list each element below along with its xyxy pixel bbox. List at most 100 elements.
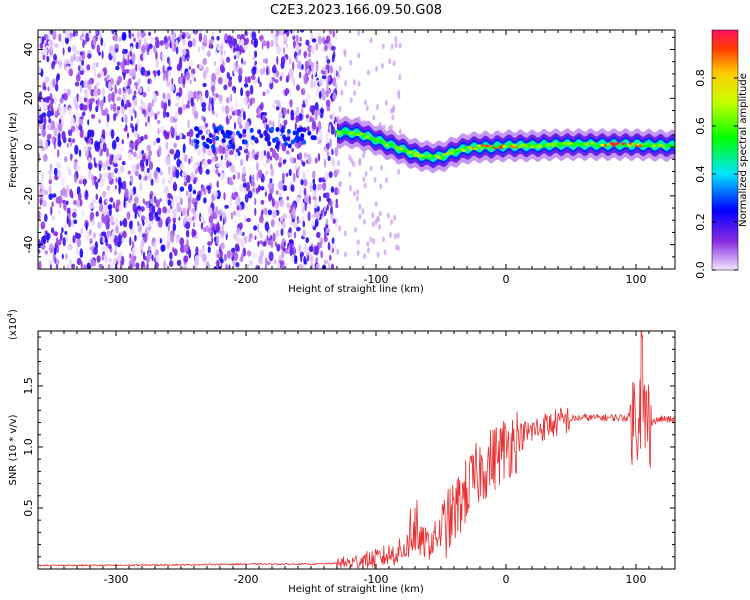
noise-cell [283,37,287,42]
noise-cell [232,38,238,47]
noise-cell [275,30,280,37]
noise-cell [319,108,325,114]
noise-cell [302,100,305,108]
noise-cell [286,75,289,82]
noise-cell [102,190,107,198]
noise-cell [99,142,103,150]
noise-cell [295,55,298,63]
noise-cell [38,210,41,221]
noise-cell [289,67,294,78]
ridge-cell [512,143,517,147]
ridge-cell [412,154,418,158]
noise-cell [325,64,330,70]
noise-cell [65,253,68,260]
noise-cell [76,246,79,255]
noise-cell [313,79,316,89]
noise-cell [91,114,96,119]
noise-cell [337,72,341,79]
noise-cell [187,200,192,211]
noise-cell [318,78,323,87]
noise-cell [213,60,216,67]
y-tick-label: 0 [22,144,35,151]
noise-cell [330,263,334,269]
noise-cell [121,139,125,145]
noise-cell [348,185,352,192]
noise-cell [266,40,270,49]
noise-cell [139,231,143,238]
noise-cell [249,84,254,95]
noise-cell [263,66,265,76]
noise-cell [43,153,48,162]
noise-cell [292,130,297,136]
noise-cell [303,179,308,187]
noise-cell [121,161,126,166]
snr-y-label: SNR (10 * v/v) [8,414,19,485]
noise-cell [226,160,230,169]
noise-cell [356,249,360,256]
noise-cell [256,172,259,182]
noise-cell [157,111,160,115]
noise-cell [285,172,289,177]
noise-cell [286,136,291,142]
noise-cell [216,35,220,41]
noise-cell [205,66,209,74]
noise-cell [303,50,307,59]
noise-cell [44,76,50,84]
noise-cell [325,192,330,199]
noise-cell [176,234,180,244]
noise-cell [384,100,388,106]
noise-cell [114,32,118,42]
noise-cell [148,121,151,128]
noise-cell [168,165,171,176]
noise-cell [124,188,129,198]
noise-cell [112,102,117,113]
noise-cell [364,170,368,177]
x-tick-label: -100 [364,273,389,286]
noise-cell [374,200,378,207]
noise-cell [57,132,61,142]
noise-cell [311,219,316,227]
noise-cell [315,257,319,264]
noise-cell [335,198,338,204]
noise-cell [166,80,171,88]
noise-cell [230,143,235,149]
noise-cell [277,131,282,136]
noise-cell [366,241,370,247]
noise-cell [263,131,268,137]
noise-cell [310,79,314,89]
noise-cell [254,154,259,161]
noise-cell [146,167,150,174]
noise-cell [330,157,336,167]
noise-cell [223,49,226,56]
noise-cell [298,113,303,122]
noise-cell [356,239,360,246]
noise-cell [129,220,133,230]
noise-cell [243,139,248,145]
noise-cell [281,221,286,229]
noise-cell [304,60,309,71]
noise-cell [55,263,59,269]
noise-cell [175,149,181,159]
noise-cell [248,233,253,240]
noise-cell [179,132,183,139]
noise-cell [274,99,280,105]
ridge-cell [551,144,556,148]
noise-cell [212,165,215,173]
noise-cell [306,93,311,101]
noise-cell [57,123,63,132]
noise-cell [53,167,58,176]
noise-cell [224,105,230,115]
noise-cell [239,256,244,262]
noise-cell [143,201,149,205]
noise-cell [106,113,110,123]
noise-cell [93,157,96,162]
noise-cell [398,42,402,49]
noise-cell [257,240,260,247]
noise-cell [138,39,141,50]
noise-cell [95,82,100,87]
noise-cell [45,232,51,240]
noise-cell [126,60,130,66]
noise-cell [63,58,69,65]
noise-cell [195,161,200,167]
